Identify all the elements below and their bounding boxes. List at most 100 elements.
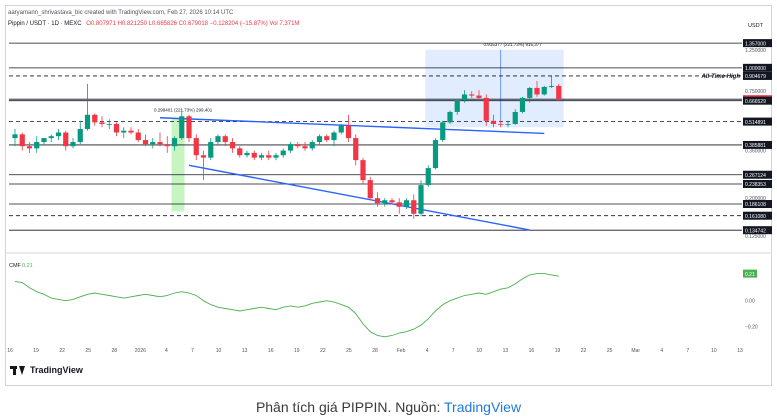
time-axis-tick: 22 <box>320 348 326 354</box>
author-line: aaryamann_shrivastava_bic created with T… <box>8 10 234 16</box>
level-price-tag: 0.134742 <box>745 228 766 234</box>
candle-up <box>541 86 547 95</box>
candle-down <box>128 130 134 133</box>
candle-up <box>106 123 112 125</box>
cmf-value-tag: 0.21 <box>745 272 755 278</box>
level-price-tag-bg <box>743 200 772 209</box>
channel-upper-trendline <box>159 117 545 135</box>
level-price-tag-bg <box>743 39 772 48</box>
candle-down <box>360 160 366 181</box>
figure-caption: Phân tích giá PIPPIN. Nguồn: TradingView <box>0 399 777 415</box>
price-axis-tick: 1.250000 <box>745 48 766 54</box>
level-price-tag-bg <box>743 63 772 72</box>
time-axis-tick: Mar <box>631 348 640 354</box>
candle-down <box>157 142 163 145</box>
time-axis-tick: 25 <box>85 348 91 354</box>
level-price-tag: 1.357000 <box>745 41 766 47</box>
candle-up <box>309 142 315 149</box>
level-price-tag: 0.161080 <box>745 214 766 220</box>
candle-down <box>200 155 207 158</box>
time-axis-tick: 2026 <box>135 348 146 354</box>
candle-up <box>171 138 178 147</box>
level-price-tag-bg <box>743 226 772 235</box>
candle-up <box>41 138 47 143</box>
range-annotation: 0.915377 (221.73%) 915,377 <box>484 42 543 47</box>
candle-down <box>92 114 98 123</box>
indicator-name: CMF <box>9 263 22 269</box>
symbol-ohlc-row: Pippin / USDT · 1D · MEXC O0.807971 H0.8… <box>8 21 299 27</box>
level-price-tag-bg <box>743 117 772 126</box>
candle-up <box>34 142 40 149</box>
tradingview-logo-icon <box>10 365 26 375</box>
candle-down <box>302 146 308 149</box>
candle-down <box>63 132 69 147</box>
price-axis-tick: 0.750000 <box>745 89 766 95</box>
candle-up <box>519 97 526 112</box>
candle-down <box>19 134 25 147</box>
all-time-high-label: All-Time High <box>700 74 740 80</box>
time-axis-tick: 10 <box>711 348 717 354</box>
candle-down <box>490 120 497 124</box>
tradingview-logo[interactable]: TradingView <box>10 365 83 375</box>
time-axis-tick: 19 <box>294 348 300 354</box>
candle-down <box>229 142 236 149</box>
caption-source-link[interactable]: TradingView <box>444 399 522 415</box>
time-axis-tick: 25 <box>346 348 352 354</box>
candle-up <box>273 155 279 158</box>
symbol-label[interactable]: Pippin / USDT · 1D · MEXC <box>8 21 82 27</box>
candle-up <box>244 152 250 156</box>
candle-up <box>403 200 410 207</box>
candle-up <box>215 136 221 143</box>
candle-up <box>55 132 62 137</box>
time-axis-tick: 28 <box>112 348 118 354</box>
level-price-tag: 0.238353 <box>745 182 766 188</box>
candle-up <box>548 85 555 87</box>
candle-up <box>280 150 286 156</box>
candle-up <box>12 134 18 139</box>
time-axis-tick: 10 <box>477 348 483 354</box>
candle-up <box>70 142 76 147</box>
caption-text: Phân tích giá PIPPIN. Nguồn: <box>255 399 445 415</box>
time-axis-tick: 13 <box>737 348 743 354</box>
candle-down <box>483 97 489 121</box>
level-price-tag: 1.000000 <box>745 66 766 72</box>
candle-down <box>374 198 381 204</box>
candle-up <box>84 114 91 129</box>
candle-up <box>382 200 388 204</box>
candle-up <box>179 116 185 139</box>
candle-up <box>150 142 156 145</box>
cmf-line <box>14 273 559 338</box>
level-price-tag-bg <box>743 140 772 149</box>
candle-up <box>447 111 453 123</box>
candle-down <box>193 138 199 156</box>
level-price-tag: 0.186108 <box>745 202 766 208</box>
candle-down <box>556 85 562 100</box>
level-price-tag: 0.385881 <box>745 143 766 149</box>
candle-down <box>353 138 359 161</box>
time-axis-tick: 16 <box>529 348 535 354</box>
channel-annotation: 0.299401 (221.73%) 299,401 <box>154 108 213 113</box>
candle-down <box>142 140 149 145</box>
candle-down <box>186 116 192 139</box>
chart-frame <box>5 5 772 386</box>
candle-down <box>113 123 120 133</box>
candle-down <box>237 148 243 156</box>
time-axis-tick: 7 <box>686 348 689 354</box>
candle-down <box>534 87 540 95</box>
currency-label: USDT <box>748 23 763 29</box>
candle-up <box>432 140 439 169</box>
candle-down <box>26 146 33 149</box>
time-axis-tick: 16 <box>7 348 13 354</box>
candle-down <box>222 136 228 143</box>
candle-down <box>324 136 330 141</box>
time-axis-tick: 13 <box>242 348 248 354</box>
candle-up <box>48 136 54 139</box>
candle-up <box>287 144 294 151</box>
level-price-tag: 0.666529 <box>745 99 766 105</box>
time-axis-tick: 22 <box>581 348 587 354</box>
indicator-value: 0.21 <box>22 263 33 269</box>
candle-down <box>469 94 475 96</box>
time-axis-tick: 4 <box>660 348 663 354</box>
level-price-tag: 0.267124 <box>745 173 766 179</box>
price-chart[interactable]: All-Time High 0.299401 (221.73%) 299,401… <box>5 30 772 358</box>
